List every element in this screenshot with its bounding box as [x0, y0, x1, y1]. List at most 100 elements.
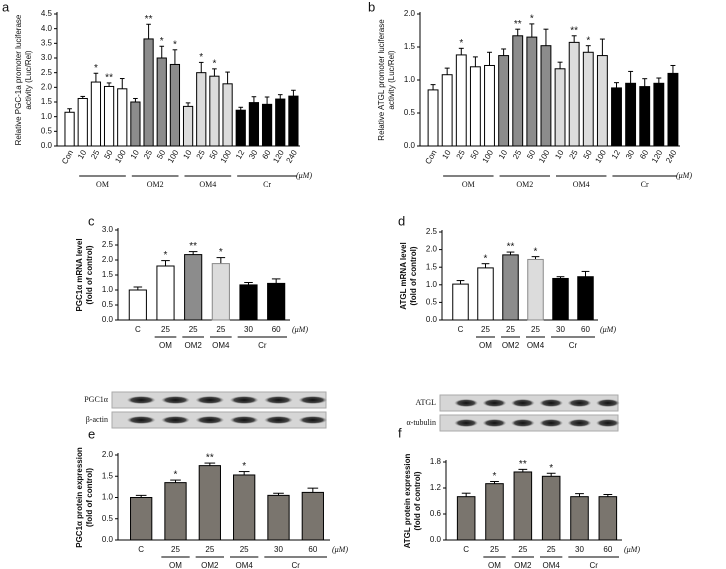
bar: [526, 36, 538, 147]
group-label: OM2: [516, 180, 533, 189]
unit-label: (μM): [292, 325, 308, 334]
x-tick-label: 120: [650, 148, 665, 165]
group-label: OM: [479, 341, 492, 350]
blot-band: [595, 399, 620, 407]
blot-band: [264, 416, 293, 424]
y-tick-label: 2.0: [404, 9, 416, 18]
bar: [498, 55, 510, 147]
y-tick-label: 2.5: [426, 227, 438, 236]
bar: [198, 465, 221, 541]
blot-band: [161, 396, 190, 404]
group-label: OM2: [201, 561, 219, 569]
bar: [469, 66, 481, 147]
group-label: OM4: [212, 341, 230, 350]
x-tick-label: 10: [76, 148, 89, 161]
bar: [577, 276, 594, 321]
x-tick-label: 25: [189, 325, 198, 334]
significance-mark: *: [493, 471, 497, 482]
x-tick-label: 10: [553, 148, 566, 161]
bar: [512, 35, 524, 147]
x-tick-label: 240: [664, 148, 679, 165]
blot-band: [454, 419, 479, 427]
y-axis-label: ATGL protein expression: [403, 453, 412, 548]
blot-label: PGC1α: [84, 395, 109, 404]
group-label: Cr: [569, 341, 578, 350]
blot-label: ATGL: [416, 398, 437, 407]
y-tick-label: 3.0: [102, 225, 114, 234]
group-label: Cr: [263, 180, 271, 189]
bar: [513, 471, 533, 541]
bar: [570, 496, 589, 541]
x-tick-label: 10: [497, 148, 510, 161]
bar: [90, 81, 102, 147]
y-tick-label: 4.0: [41, 24, 53, 33]
significance-mark: *: [164, 250, 168, 261]
group-label: OM: [488, 561, 501, 569]
bar: [582, 51, 594, 147]
x-tick-label: 50: [525, 148, 538, 161]
x-tick-label: 10: [181, 148, 194, 161]
y-axis-label: ATGL mRNA level: [399, 242, 408, 309]
y-tick-label: 1.0: [404, 75, 416, 84]
group-label: OM4: [199, 180, 216, 189]
blot-band: [482, 399, 507, 407]
x-tick-label: 240: [285, 148, 300, 165]
y-tick-label: 2.0: [426, 245, 438, 254]
bar: [156, 265, 175, 321]
bar: [267, 282, 286, 321]
y-tick-label: 2.0: [41, 82, 53, 91]
blot-band: [195, 396, 225, 404]
panel-letter: c: [88, 213, 95, 228]
bar: [196, 72, 207, 147]
y-axis-label: (fold of control): [409, 246, 418, 305]
x-tick-label: 25: [547, 545, 556, 554]
bar: [484, 64, 495, 147]
y-tick-label: 0.5: [102, 514, 114, 523]
y-tick-label: 0.6: [430, 509, 442, 518]
bar: [267, 494, 290, 541]
y-tick-label: 3.0: [41, 53, 53, 62]
blot-label: α-tubulin: [406, 418, 436, 427]
significance-mark: *: [242, 461, 246, 472]
significance-mark: *: [530, 14, 534, 25]
significance-mark: *: [160, 36, 164, 47]
group-label: OM: [169, 561, 182, 569]
bar: [128, 289, 147, 321]
x-tick-label: 60: [603, 545, 612, 554]
y-tick-label: 1.0: [41, 112, 53, 121]
bar: [485, 483, 504, 541]
bar: [156, 57, 167, 147]
x-tick-label: 30: [247, 148, 260, 161]
blot-band: [567, 419, 592, 427]
bar: [239, 284, 258, 321]
blot-band: [595, 419, 620, 427]
y-axis-label: PGC1α protein expression: [75, 447, 84, 548]
y-axis-label: PGC1α mRNA level: [75, 238, 84, 311]
bar: [130, 101, 141, 147]
y-tick-label: 1.5: [41, 97, 53, 106]
x-tick-label: 100: [537, 148, 552, 165]
y-tick-label: 0.0: [102, 315, 114, 324]
y-tick-label: 1.5: [404, 42, 416, 51]
blot-band: [510, 399, 535, 407]
significance-mark: **: [519, 459, 527, 470]
bar: [441, 74, 453, 147]
y-tick-label: 1.8: [430, 457, 442, 466]
x-tick-label: 25: [216, 325, 225, 334]
group-label: OM2: [147, 180, 164, 189]
y-tick-label: 1.5: [426, 262, 438, 271]
significance-mark: *: [219, 247, 223, 258]
group-label: OM2: [514, 561, 532, 569]
x-tick-label: 25: [567, 148, 580, 161]
significance-mark: **: [570, 25, 578, 36]
bar: [540, 45, 552, 147]
bar: [301, 491, 324, 541]
y-tick-label: 1.5: [102, 270, 114, 279]
group-label: Cr: [641, 180, 649, 189]
group-label: OM4: [235, 561, 253, 569]
group-label: OM2: [184, 341, 202, 350]
x-tick-label: 100: [113, 148, 128, 165]
x-tick-label: 30: [624, 148, 637, 161]
x-tick-label: 25: [171, 545, 180, 554]
y-tick-label: 0.5: [426, 298, 438, 307]
